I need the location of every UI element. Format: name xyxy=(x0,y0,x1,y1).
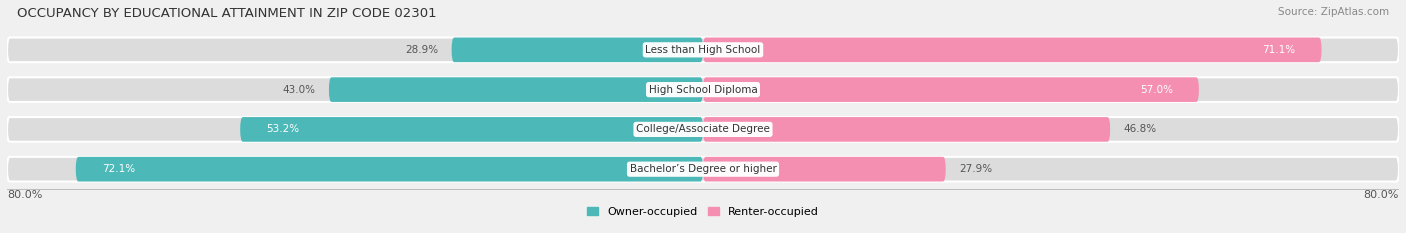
Text: 57.0%: 57.0% xyxy=(1140,85,1173,95)
FancyBboxPatch shape xyxy=(7,77,1399,102)
FancyBboxPatch shape xyxy=(703,77,1199,102)
Text: OCCUPANCY BY EDUCATIONAL ATTAINMENT IN ZIP CODE 02301: OCCUPANCY BY EDUCATIONAL ATTAINMENT IN Z… xyxy=(17,7,436,20)
Text: 46.8%: 46.8% xyxy=(1123,124,1156,134)
FancyBboxPatch shape xyxy=(703,117,1111,142)
Text: Source: ZipAtlas.com: Source: ZipAtlas.com xyxy=(1278,7,1389,17)
FancyBboxPatch shape xyxy=(7,38,1399,62)
Text: Less than High School: Less than High School xyxy=(645,45,761,55)
Text: 72.1%: 72.1% xyxy=(101,164,135,174)
FancyBboxPatch shape xyxy=(451,38,703,62)
Text: 71.1%: 71.1% xyxy=(1263,45,1295,55)
Text: 80.0%: 80.0% xyxy=(1364,190,1399,200)
Legend: Owner-occupied, Renter-occupied: Owner-occupied, Renter-occupied xyxy=(582,202,824,221)
FancyBboxPatch shape xyxy=(703,157,946,182)
Text: College/Associate Degree: College/Associate Degree xyxy=(636,124,770,134)
FancyBboxPatch shape xyxy=(7,157,1399,182)
Text: 43.0%: 43.0% xyxy=(283,85,316,95)
FancyBboxPatch shape xyxy=(7,117,1399,142)
Text: High School Diploma: High School Diploma xyxy=(648,85,758,95)
Text: 27.9%: 27.9% xyxy=(959,164,991,174)
Text: 53.2%: 53.2% xyxy=(266,124,299,134)
FancyBboxPatch shape xyxy=(329,77,703,102)
FancyBboxPatch shape xyxy=(703,38,1322,62)
Text: 28.9%: 28.9% xyxy=(405,45,439,55)
FancyBboxPatch shape xyxy=(76,157,703,182)
FancyBboxPatch shape xyxy=(240,117,703,142)
Text: Bachelor’s Degree or higher: Bachelor’s Degree or higher xyxy=(630,164,776,174)
Text: 80.0%: 80.0% xyxy=(7,190,42,200)
